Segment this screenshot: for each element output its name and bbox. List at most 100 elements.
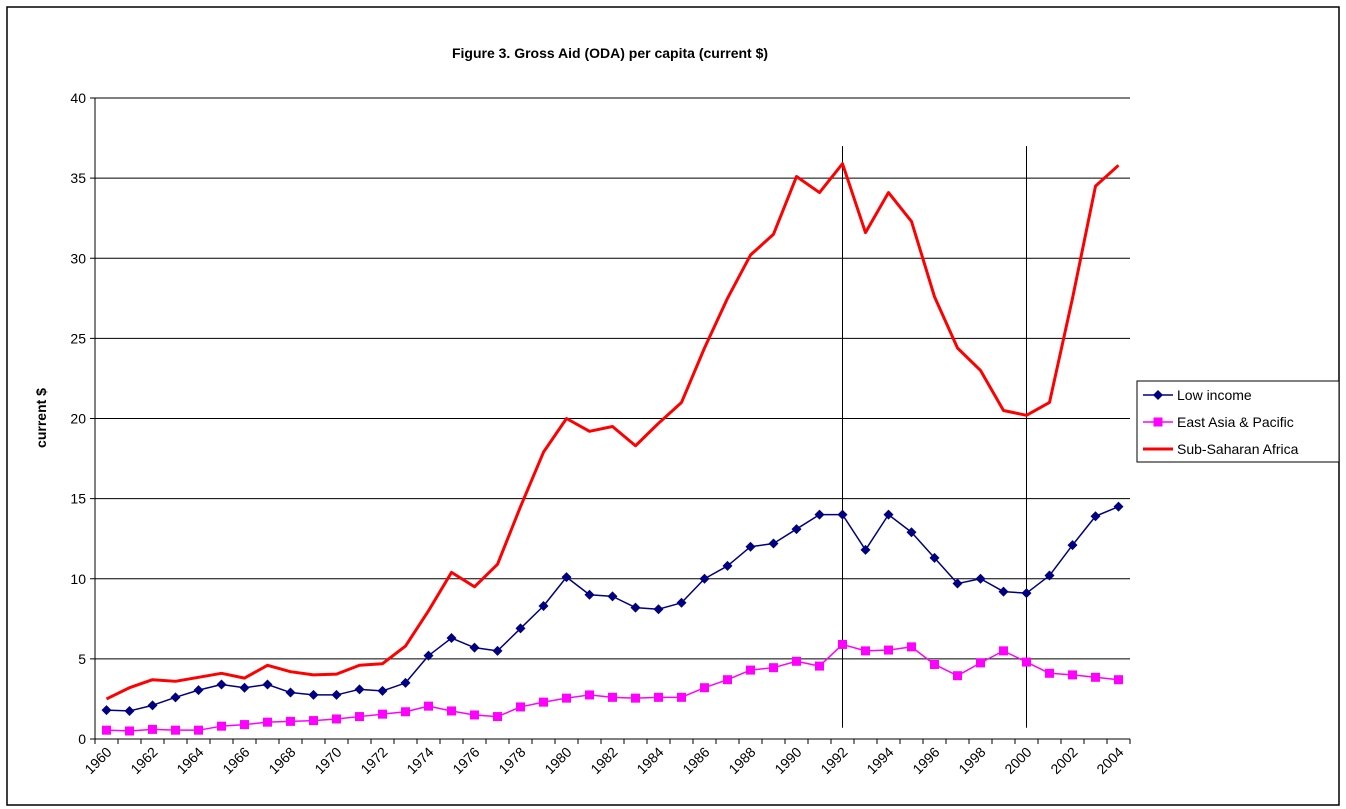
marker (539, 697, 548, 707)
marker (745, 541, 756, 552)
legend-label: Sub-Saharan Africa (1177, 441, 1299, 457)
y-tick-label: 10 (70, 571, 86, 587)
marker (1114, 675, 1123, 685)
marker (746, 665, 755, 675)
marker (148, 724, 157, 734)
y-tick-label: 20 (70, 411, 86, 427)
y-tick-label: 25 (70, 330, 86, 346)
marker (1090, 511, 1101, 522)
marker (699, 573, 710, 584)
marker (285, 687, 296, 698)
marker (124, 705, 135, 716)
marker (493, 712, 502, 722)
marker (354, 684, 365, 695)
marker (906, 527, 917, 538)
marker (378, 709, 387, 719)
marker (424, 701, 433, 711)
marker (217, 721, 226, 731)
marker (1067, 540, 1078, 551)
legend-marker (1153, 390, 1163, 400)
marker (999, 646, 1008, 656)
marker (860, 544, 871, 555)
marker (470, 710, 479, 720)
marker (861, 646, 870, 656)
marker (953, 671, 962, 681)
marker (792, 656, 801, 666)
chart-title: Figure 3. Gross Aid (ODA) per capita (cu… (452, 45, 768, 61)
marker (102, 725, 111, 735)
marker (332, 714, 341, 724)
marker (309, 716, 318, 726)
marker (907, 642, 916, 652)
marker (814, 509, 825, 520)
marker (125, 726, 134, 736)
marker (469, 642, 480, 653)
marker (194, 725, 203, 735)
marker (1113, 501, 1124, 512)
marker (447, 706, 456, 716)
marker (1044, 570, 1055, 581)
marker (239, 682, 250, 693)
marker (677, 692, 686, 702)
marker (653, 604, 664, 615)
marker (722, 560, 733, 571)
y-tick-label: 40 (70, 90, 86, 106)
marker (975, 573, 986, 584)
marker (930, 659, 939, 669)
marker (240, 720, 249, 730)
marker (561, 572, 572, 583)
marker (1021, 588, 1032, 599)
marker (676, 597, 687, 608)
marker (791, 524, 802, 535)
legend-label: Low income (1177, 387, 1252, 403)
marker (101, 705, 112, 716)
marker (700, 683, 709, 693)
marker (216, 679, 227, 690)
marker (584, 589, 595, 600)
marker (768, 538, 779, 549)
marker (1045, 668, 1054, 678)
marker (838, 639, 847, 649)
marker (538, 600, 549, 611)
y-axis-label: current $ (33, 388, 49, 448)
marker (562, 693, 571, 703)
marker (1022, 657, 1031, 667)
marker (630, 602, 641, 613)
marker (263, 717, 272, 727)
marker (377, 685, 388, 696)
marker (400, 677, 411, 688)
marker (884, 645, 893, 655)
marker (723, 675, 732, 685)
marker (423, 650, 434, 661)
y-tick-label: 35 (70, 170, 86, 186)
marker (815, 661, 824, 671)
legend-marker (1153, 417, 1163, 427)
marker (171, 725, 180, 735)
chart-border (6, 6, 1340, 806)
marker (608, 692, 617, 702)
marker (286, 716, 295, 726)
marker (170, 692, 181, 703)
marker (883, 509, 894, 520)
marker (331, 689, 342, 700)
marker (585, 690, 594, 700)
marker (262, 679, 273, 690)
marker (492, 645, 503, 656)
marker (769, 663, 778, 673)
legend-label: East Asia & Pacific (1177, 414, 1294, 430)
marker (1068, 670, 1077, 680)
marker (516, 702, 525, 712)
marker (515, 623, 526, 634)
marker (976, 658, 985, 668)
marker (401, 707, 410, 717)
marker (193, 685, 204, 696)
marker (654, 692, 663, 702)
marker (837, 509, 848, 520)
y-tick-label: 0 (78, 731, 86, 747)
marker (1091, 672, 1100, 682)
marker (446, 633, 457, 644)
marker (308, 689, 319, 700)
y-tick-label: 15 (70, 491, 86, 507)
marker (607, 591, 618, 602)
